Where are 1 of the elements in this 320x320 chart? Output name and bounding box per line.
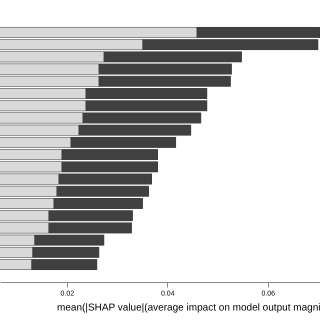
- x-axis-title: mean(|SHAP value|(average impact on model output magni: [57, 302, 320, 314]
